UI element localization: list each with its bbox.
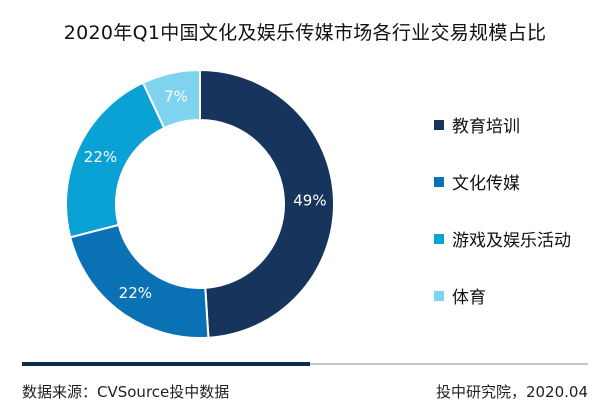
- donut-slice-1: [199, 68, 336, 339]
- legend-item-1: 教育培训: [434, 112, 520, 137]
- legend-label: 游戏及娱乐活动: [452, 231, 571, 251]
- data-source: 数据来源：CVSource投中数据: [22, 383, 230, 401]
- slice-value-label-3: 22%: [84, 148, 117, 166]
- slice-value-label-2: 22%: [119, 284, 152, 302]
- legend-item-4: 体育: [434, 283, 486, 308]
- footer-divider-accent: [22, 362, 310, 366]
- slice-value-label-4: 7%: [164, 88, 188, 106]
- slice-value-label-1: 49%: [293, 192, 326, 210]
- legend-swatch: [434, 119, 444, 130]
- donut-slice-2: [68, 223, 210, 339]
- legend-swatch: [434, 290, 444, 301]
- donut-slice-4: [141, 68, 201, 130]
- chart-title: 2020年Q1中国文化及娱乐传媒市场各行业交易规模占比: [63, 22, 547, 44]
- legend-swatch: [434, 233, 444, 244]
- report-credit: 投中研究院，2020.04: [435, 383, 588, 401]
- legend-item-3: 游戏及娱乐活动: [434, 226, 571, 251]
- legend-swatch: [434, 176, 444, 187]
- legend-label: 文化传媒: [452, 174, 520, 194]
- legend-label: 体育: [452, 288, 486, 308]
- footer-divider: [22, 362, 588, 366]
- legend-label: 教育培训: [452, 117, 520, 137]
- legend-item-2: 文化传媒: [434, 169, 520, 194]
